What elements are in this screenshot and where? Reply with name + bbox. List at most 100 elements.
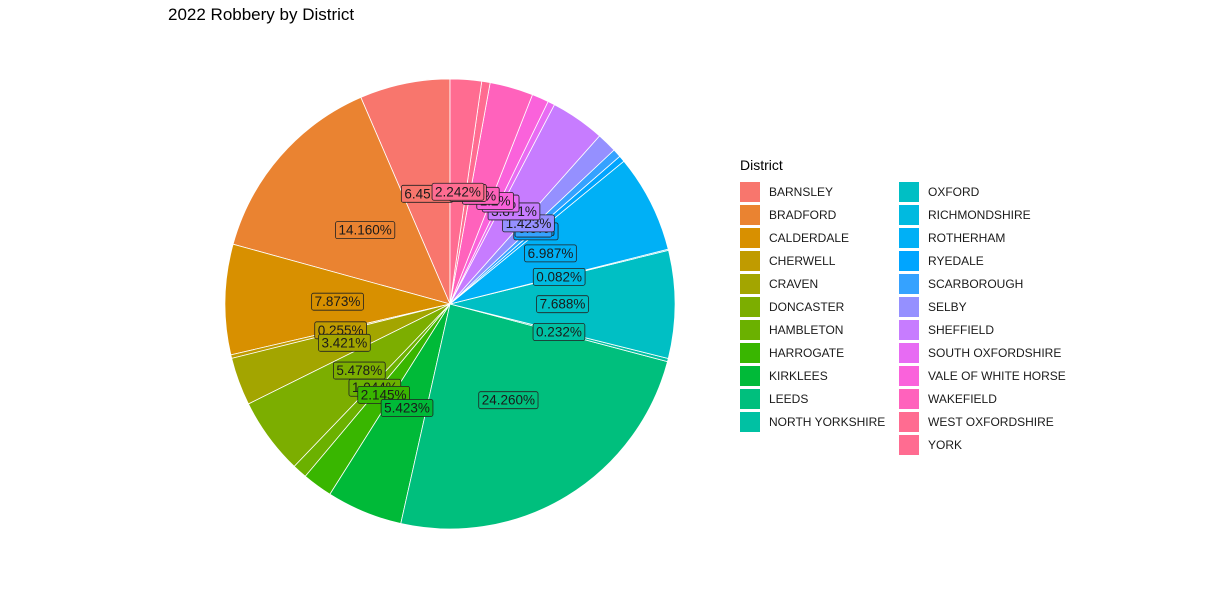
- data-label-text: 2.242%: [435, 184, 481, 199]
- legend-label: SCARBOROUGH: [928, 276, 1024, 291]
- data-label-box: [311, 292, 364, 311]
- legend-item-leeds: LEEDS: [740, 387, 891, 410]
- data-label-text: 5.478%: [336, 363, 382, 378]
- legend-label: BRADFORD: [769, 207, 837, 222]
- data-label-text: 24.260%: [482, 393, 535, 408]
- legend-item-west-oxfordshire: WEST OXFORDSHIRE: [899, 410, 1054, 433]
- legend-item-barnsley: BARNSLEY: [740, 180, 891, 203]
- data-label-text: 3.421%: [322, 335, 368, 350]
- data-label-craven: 3.421%: [318, 333, 371, 352]
- data-label-text: 5.423%: [384, 400, 430, 415]
- data-label-leeds: 24.260%: [478, 391, 539, 410]
- data-label-box: [335, 221, 396, 240]
- data-label-text: 7.688%: [540, 297, 586, 312]
- data-label-oxford: 7.688%: [536, 295, 589, 314]
- chart-title: 2022 Robbery by District: [168, 5, 355, 24]
- legend-key: [899, 204, 919, 225]
- legend-label: KIRKLEES: [769, 368, 828, 383]
- legend-key: [899, 181, 919, 202]
- legend-item-harrogate: HARROGATE: [740, 341, 891, 364]
- legend-key: [740, 273, 760, 294]
- legend-item-bradford: BRADFORD: [740, 203, 891, 226]
- legend-label: HARROGATE: [769, 345, 845, 360]
- legend-item-vale-of-white-horse: VALE OF WHITE HORSE: [899, 364, 1066, 387]
- data-label-doncaster: 5.478%: [333, 361, 386, 380]
- data-label-box: [380, 399, 434, 417]
- legend-key: [899, 434, 919, 455]
- legend-key: [899, 296, 919, 317]
- legend-item-selby: SELBY: [899, 295, 1050, 318]
- data-label-calderdale: 7.873%: [311, 292, 364, 311]
- legend-label: CHERWELL: [769, 253, 836, 268]
- data-label-text: 0.082%: [536, 269, 582, 284]
- legend-label: ROTHERHAM: [928, 230, 1006, 245]
- legend-item-ryedale: RYEDALE: [899, 249, 1050, 272]
- data-label-text: 2.145%: [361, 387, 407, 402]
- legend-key: [740, 388, 760, 409]
- data-label-box: [318, 333, 371, 352]
- legend-key: [740, 227, 760, 248]
- legend-label: NORTH YORKSHIRE: [769, 414, 886, 429]
- data-label-box: [478, 391, 539, 410]
- legend-item-richmondshire: RICHMONDSHIRE: [899, 203, 1050, 226]
- data-label-text: 0.232%: [536, 325, 582, 340]
- data-label-text: 14.160%: [338, 223, 391, 238]
- pie-slices: [224, 78, 676, 530]
- legend-title: District: [740, 157, 783, 173]
- legend-item-craven: CRAVEN: [740, 272, 891, 295]
- legend-key: [899, 411, 919, 432]
- legend-label: OXFORD: [928, 184, 980, 199]
- data-label-box: [536, 295, 589, 314]
- legend-label: SHEFFIELD: [928, 322, 995, 337]
- legend-key: [740, 250, 760, 271]
- legend-label: LEEDS: [769, 391, 809, 406]
- data-label-rotherham: 6.987%: [524, 244, 577, 263]
- legend-label: RICHMONDSHIRE: [928, 207, 1031, 222]
- legend-label: SELBY: [928, 299, 967, 314]
- legend-label: WEST OXFORDSHIRE: [928, 414, 1054, 429]
- legend-label: SOUTH OXFORDSHIRE: [928, 345, 1062, 360]
- legend-item-wakefield: WAKEFIELD: [899, 387, 1050, 410]
- legend-key: [899, 365, 919, 386]
- legend-label: HAMBLETON: [769, 322, 844, 337]
- legend-key: [899, 388, 919, 409]
- data-label-north-yorkshire: 0.232%: [532, 323, 586, 341]
- legend-key: [899, 319, 919, 340]
- legend-label: YORK: [928, 437, 963, 452]
- legend-item-south-oxfordshire: SOUTH OXFORDSHIRE: [899, 341, 1062, 364]
- pie-data-labels: 6.451%14.160%7.873%0.255%3.421%5.478%1.0…: [311, 182, 589, 417]
- data-label-box: [532, 267, 586, 286]
- legend-item-sheffield: SHEFFIELD: [899, 318, 1050, 341]
- data-label-kirklees: 5.423%: [380, 399, 434, 417]
- legend-label: CALDERDALE: [769, 230, 850, 245]
- legend-label: CRAVEN: [769, 276, 819, 291]
- legend-key: [899, 227, 919, 248]
- legend-key: [899, 342, 919, 363]
- legend-key: [740, 181, 760, 202]
- legend-key: [740, 365, 760, 386]
- legend-key: [899, 250, 919, 271]
- legend-item-york: YORK: [899, 433, 1050, 456]
- legend-key: [740, 296, 760, 317]
- legend-item-calderdale: CALDERDALE: [740, 226, 891, 249]
- legend-key: [740, 319, 760, 340]
- legend-item-hambleton: HAMBLETON: [740, 318, 891, 341]
- legend-item-rotherham: ROTHERHAM: [899, 226, 1050, 249]
- legend-item-doncaster: DONCASTER: [740, 295, 891, 318]
- legend-item-cherwell: CHERWELL: [740, 249, 891, 272]
- data-label-box: [532, 323, 586, 341]
- legend-label: DONCASTER: [769, 299, 845, 314]
- pie-slice-bradford: [232, 96, 451, 305]
- data-label-text: 7.873%: [315, 294, 361, 309]
- legend-item-oxford: OXFORD: [899, 180, 1050, 203]
- data-label-box: [524, 244, 577, 263]
- legend-key: [740, 411, 760, 432]
- pie-slice-leeds: [400, 303, 668, 530]
- legend-key: [740, 342, 760, 363]
- legend-key: [740, 204, 760, 225]
- data-label-text: 6.987%: [528, 246, 574, 261]
- legend-columns: BARNSLEY BRADFORD CALDERDALE CHERWELL CRAVEN…: [740, 180, 1066, 456]
- legend-column-1: BARNSLEY BRADFORD CALDERDALE CHERWELL CRAVEN…: [740, 180, 891, 456]
- data-label-bradford: 14.160%: [335, 221, 396, 240]
